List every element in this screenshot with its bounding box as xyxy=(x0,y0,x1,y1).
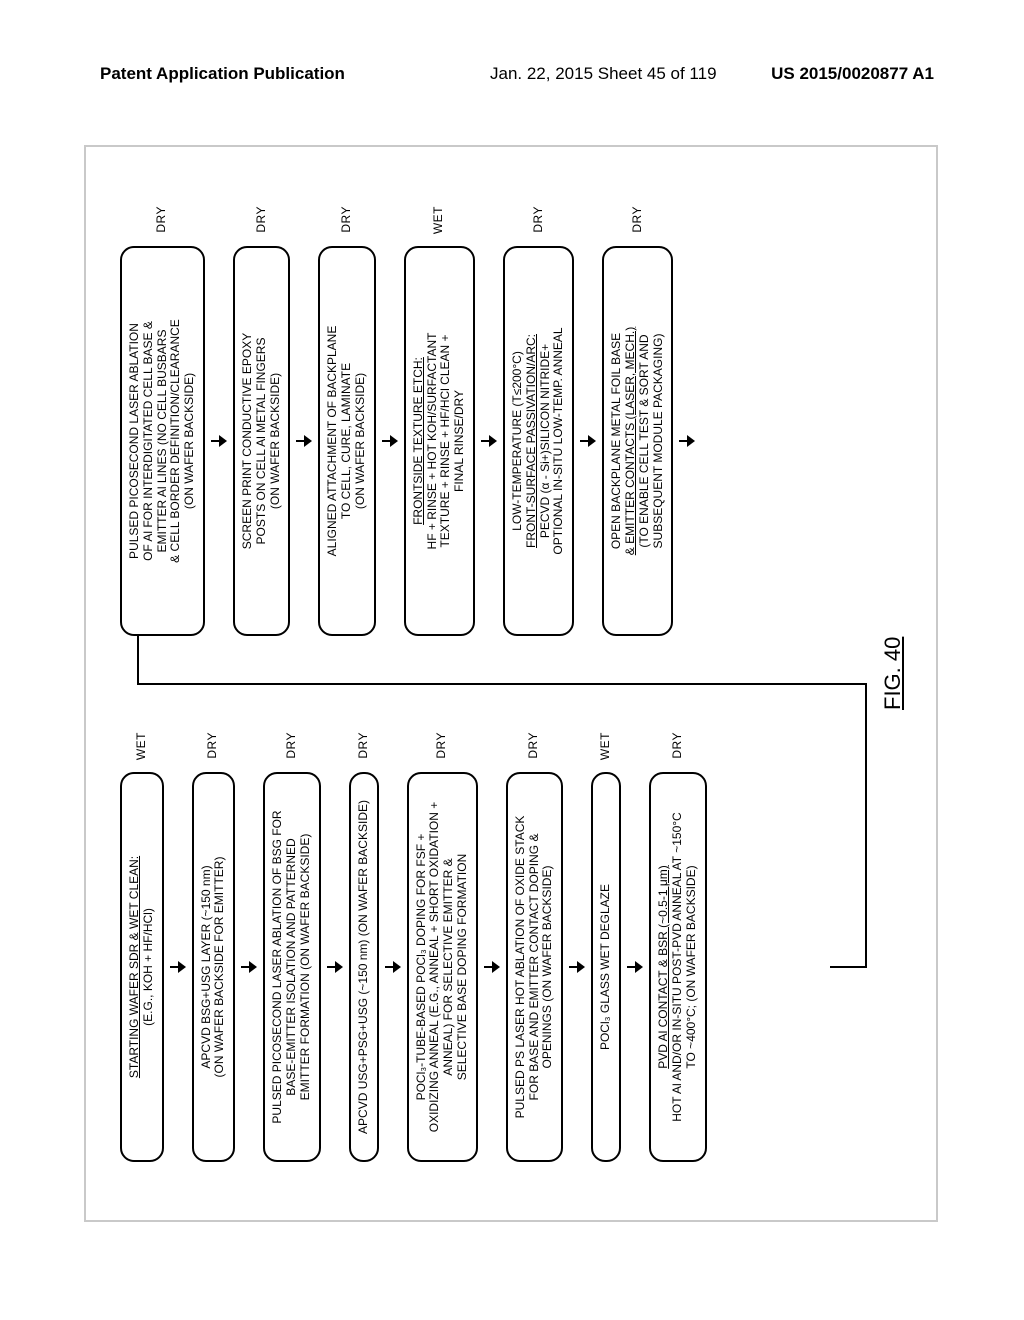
process-step: PVD Al CONTACT & BSR (~0.5-1 μm)HOT Al A… xyxy=(649,772,706,1162)
step-text-line: FINAL RINSE/DRY xyxy=(453,256,467,626)
step-wet-dry-tag: DRY xyxy=(340,206,354,233)
down-arrow xyxy=(387,772,401,1162)
step-text-line: STARTING WAFER SDR & WET CLEAN: xyxy=(128,782,142,1152)
process-step: POCl₃-TUBE-BASED POCl₃ DOPING FOR FSF +O… xyxy=(407,772,478,1162)
down-arrow xyxy=(483,246,497,636)
flow-column-right: PULSED PICOSECOND LASER ABLATIONOF Al FO… xyxy=(120,206,701,636)
step-text-line: (ON WAFER BACKSIDE FOR EMITTER) xyxy=(213,782,227,1152)
step-text-line: APCVD BSG+USG LAYER (~150 nm) xyxy=(200,782,214,1152)
process-step: STARTING WAFER SDR & WET CLEAN:(E.G., KO… xyxy=(120,772,164,1162)
process-step: FRONTSIDE TEXTURE ETCH:HF + RINSE + HOT … xyxy=(404,246,475,636)
step-text-line: FOR BASE AND EMITTER CONTACT DOPING & xyxy=(528,782,542,1152)
step-text-line: ANNEAL) FOR SELECTIVE EMITTER & xyxy=(442,782,456,1152)
step-text-line: POCl₃ GLASS WET DEGLAZE xyxy=(599,782,613,1152)
step-text-line: PULSED PICOSECOND LASER ABLATION xyxy=(128,256,142,626)
step-text-line: (E.G., KOH + HF/HCl) xyxy=(142,782,156,1152)
step-text-line: (ON WAFER BACKSIDE) xyxy=(354,256,368,626)
process-step: ALIGNED ATTACHMENT OF BACKPLANETO CELL, … xyxy=(318,246,375,636)
step-text-line: FRONTSIDE TEXTURE ETCH: xyxy=(412,256,426,626)
figure-label: FIG. 40 xyxy=(880,637,906,710)
down-arrow xyxy=(681,246,695,636)
step-text-line: SUBSEQUENT MODULE PACKAGING) xyxy=(652,256,666,626)
step-text-line: POSTS ON CELL Al METAL FINGERS xyxy=(255,256,269,626)
step-wet-dry-tag: DRY xyxy=(156,206,170,233)
flow-column-left: STARTING WAFER SDR & WET CLEAN:(E.G., KO… xyxy=(120,732,715,1162)
step-text-line: POCl₃-TUBE-BASED POCl₃ DOPING FOR FSF + xyxy=(415,782,429,1152)
page: Patent Application Publication Jan. 22, … xyxy=(0,0,1024,1320)
down-arrow xyxy=(243,772,257,1162)
step-text-line: & EMITTER CONTACTS (LASER, MECH.) xyxy=(624,256,638,626)
step-text-line: (ON WAFER BACKSIDE) xyxy=(183,256,197,626)
step-text-line: (TO ENABLE CELL TEST & SORT AND xyxy=(638,256,652,626)
diagram-canvas: STARTING WAFER SDR & WET CLEAN:(E.G., KO… xyxy=(110,172,918,1192)
step-text-line: HF + RINSE + HOT KOH/SURFACTANT xyxy=(426,256,440,626)
step-wet-dry-tag: DRY xyxy=(285,732,299,759)
process-step: SCREEN PRINT CONDUCTIVE EPOXYPOSTS ON CE… xyxy=(233,246,290,636)
down-arrow xyxy=(329,772,343,1162)
step-text-line: SCREEN PRINT CONDUCTIVE EPOXY xyxy=(241,256,255,626)
step-wet-dry-tag: DRY xyxy=(435,732,449,759)
step-text-line: HOT Al AND/OR IN-SITU POST-PVD ANNEAL AT… xyxy=(671,782,685,1152)
down-arrow xyxy=(172,772,186,1162)
down-arrow xyxy=(213,246,227,636)
step-text-line: PULSED PICOSECOND LASER ABLATION OF BSG … xyxy=(271,782,285,1152)
down-arrow xyxy=(582,246,596,636)
step-text-line: FRONT-SURFACE PASSIVATION/ARC: xyxy=(525,256,539,626)
step-wet-dry-tag: WET xyxy=(432,206,446,234)
down-arrow xyxy=(298,246,312,636)
step-text-line: OF Al FOR INTERDIGITATED CELL BASE & xyxy=(142,256,156,626)
step-text-line: EMITTER Al LINES (NO CELL BUSBARS xyxy=(156,256,170,626)
process-step: APCVD BSG+USG LAYER (~150 nm)(ON WAFER B… xyxy=(192,772,236,1162)
step-wet-dry-tag: DRY xyxy=(255,206,269,233)
header-date-sheet: Jan. 22, 2015 Sheet 45 of 119 xyxy=(490,64,717,84)
process-step: POCl₃ GLASS WET DEGLAZEWET xyxy=(591,772,621,1162)
process-step: PULSED PICOSECOND LASER ABLATIONOF Al FO… xyxy=(120,246,205,636)
step-text-line: OXIDIZING ANNEAL (E.G., ANNEAL + SHORT O… xyxy=(428,782,442,1152)
step-text-line: PVD Al CONTACT & BSR (~0.5-1 μm) xyxy=(657,782,671,1152)
step-wet-dry-tag: WET xyxy=(135,732,149,760)
step-wet-dry-tag: DRY xyxy=(532,206,546,233)
process-step: APCVD USG+PSG+USG (~150 nm) (ON WAFER BA… xyxy=(349,772,379,1162)
step-wet-dry-tag: DRY xyxy=(357,732,371,759)
step-text-line: OPTIONAL IN-SITU LOW-TEMP. ANNEAL xyxy=(552,256,566,626)
step-text-line: EMITTER FORMATION (ON WAFER BACKSIDE) xyxy=(299,782,313,1152)
step-text-line: ALIGNED ATTACHMENT OF BACKPLANE xyxy=(326,256,340,626)
step-wet-dry-tag: DRY xyxy=(528,732,542,759)
process-flow-diagram: STARTING WAFER SDR & WET CLEAN:(E.G., KO… xyxy=(4,278,1024,1086)
step-text-line: TEXTURE + RINSE + HF/HCl CLEAN + xyxy=(439,256,453,626)
down-arrow xyxy=(384,246,398,636)
process-step: OPEN BACKPLANE METAL FOIL BASE& EMITTER … xyxy=(602,246,673,636)
step-text-line: PECVD (α - Si+)SILICON NITRIDE+ xyxy=(539,256,553,626)
step-wet-dry-tag: WET xyxy=(599,732,613,760)
header-publication: Patent Application Publication xyxy=(100,64,345,84)
header-pubnumber: US 2015/0020877 A1 xyxy=(771,64,934,84)
step-text-line: & CELL BORDER DEFINITION/CLEARANCE xyxy=(169,256,183,626)
process-step: PULSED PICOSECOND LASER ABLATION OF BSG … xyxy=(263,772,320,1162)
step-text-line: OPENINGS (ON WAFER BACKSIDE) xyxy=(541,782,555,1152)
process-step: PULSED PS LASER HOT ABLATION OF OXIDE ST… xyxy=(506,772,563,1162)
step-text-line: TO ~400°C; (ON WAFER BACKSIDE) xyxy=(685,782,699,1152)
process-step: LOW-TEMPERATURE (T≤200°C)FRONT-SURFACE P… xyxy=(503,246,574,636)
step-text-line: APCVD USG+PSG+USG (~150 nm) (ON WAFER BA… xyxy=(357,782,371,1152)
step-text-line: LOW-TEMPERATURE (T≤200°C) xyxy=(511,256,525,626)
step-text-line: TO CELL, CURE, LAMINATE xyxy=(340,256,354,626)
step-text-line: SELECTIVE BASE DOPING FORMATION xyxy=(456,782,470,1152)
step-text-line: (ON WAFER BACKSIDE) xyxy=(269,256,283,626)
step-text-line: OPEN BACKPLANE METAL FOIL BASE xyxy=(610,256,624,626)
step-wet-dry-tag: DRY xyxy=(671,732,685,759)
step-wet-dry-tag: DRY xyxy=(631,206,645,233)
down-arrow xyxy=(571,772,585,1162)
step-text-line: PULSED PS LASER HOT ABLATION OF OXIDE ST… xyxy=(514,782,528,1152)
down-arrow xyxy=(629,772,643,1162)
down-arrow xyxy=(486,772,500,1162)
step-text-line: BASE-EMITTER ISOLATION AND PATTERNED xyxy=(285,782,299,1152)
step-wet-dry-tag: DRY xyxy=(206,732,220,759)
